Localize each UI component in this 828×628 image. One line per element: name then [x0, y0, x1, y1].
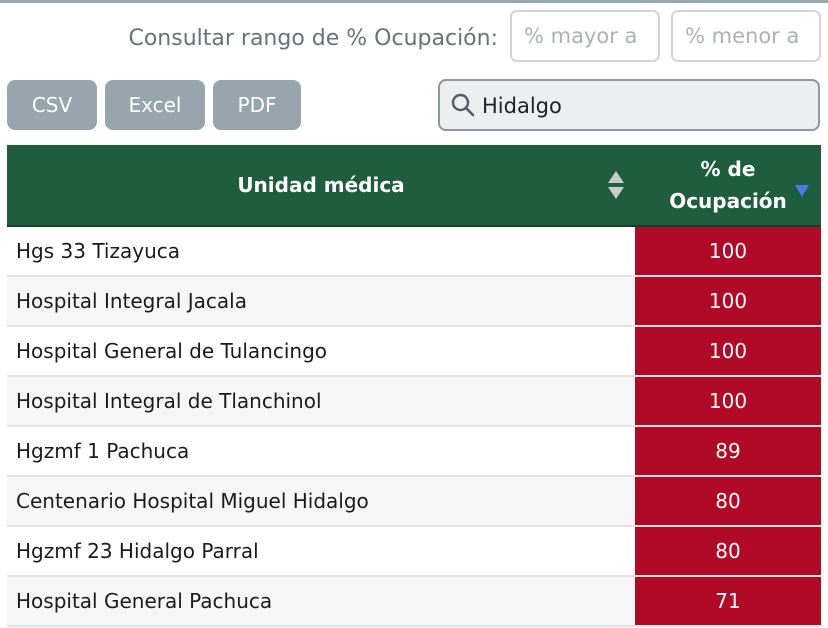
occupancy-min-input[interactable] — [510, 10, 660, 62]
cell-occupancy: 71 — [635, 577, 821, 625]
table-row[interactable]: Hospital General Pachuca 71 — [7, 577, 821, 627]
cell-occupancy: 100 — [635, 327, 821, 375]
cell-occupancy: 100 — [635, 277, 821, 325]
column-header-unit[interactable]: Unidad médica — [7, 145, 635, 225]
table-row[interactable]: Centenario Hospital Miguel Hidalgo 80 — [7, 477, 821, 527]
cell-unit-name: Hgs 33 Tizayuca — [16, 239, 180, 263]
table-row[interactable]: Hgzmf 1 Pachuca 89 — [7, 427, 821, 477]
table-header: Unidad médica % de Ocupación — [7, 145, 821, 227]
cell-unit-name: Hospital General Pachuca — [16, 589, 273, 613]
cell-unit-name: Centenario Hospital Miguel Hidalgo — [16, 489, 369, 513]
table-row[interactable]: Hgzmf 23 Hidalgo Parral 80 — [7, 527, 821, 577]
column-header-occupancy[interactable]: % de Ocupación — [635, 145, 821, 225]
column-header-occupancy-line1: % de — [700, 157, 756, 181]
export-excel-button[interactable]: Excel — [105, 80, 205, 130]
occupancy-max-input[interactable] — [671, 10, 821, 62]
cell-unit-name: Hgzmf 23 Hidalgo Parral — [16, 539, 259, 563]
column-header-occupancy-line2: Ocupación — [669, 189, 787, 213]
export-pdf-button[interactable]: PDF — [213, 80, 301, 130]
sort-descending-icon[interactable] — [794, 184, 810, 198]
table-body: Hgs 33 Tizayuca 100 Hospital Integral Jaca… — [7, 227, 821, 627]
search-icon — [451, 93, 475, 117]
cell-occupancy: 100 — [635, 227, 821, 275]
cell-unit-name: Hgzmf 1 Pachuca — [16, 439, 190, 463]
column-header-unit-label: Unidad médica — [237, 173, 405, 197]
cell-occupancy: 80 — [635, 527, 821, 575]
cell-occupancy: 100 — [635, 377, 821, 425]
cell-unit-name: Hospital General de Tulancingo — [16, 339, 327, 363]
occupancy-range-label: Consultar rango de % Ocupación: — [128, 26, 498, 51]
export-csv-button[interactable]: CSV — [7, 80, 97, 130]
top-divider — [0, 0, 828, 3]
cell-unit-name: Hospital Integral de Tlanchinol — [16, 389, 322, 413]
search-input[interactable] — [480, 87, 814, 125]
cell-occupancy: 89 — [635, 427, 821, 475]
cell-occupancy: 80 — [635, 477, 821, 525]
table-row[interactable]: Hospital Integral Jacala 100 — [7, 277, 821, 327]
table-row[interactable]: Hgs 33 Tizayuca 100 — [7, 227, 821, 277]
sort-both-icon[interactable] — [606, 169, 626, 201]
table-row[interactable]: Hospital General de Tulancingo 100 — [7, 327, 821, 377]
search-box[interactable] — [438, 79, 820, 131]
cell-unit-name: Hospital Integral Jacala — [16, 289, 247, 313]
table-row[interactable]: Hospital Integral de Tlanchinol 100 — [7, 377, 821, 427]
